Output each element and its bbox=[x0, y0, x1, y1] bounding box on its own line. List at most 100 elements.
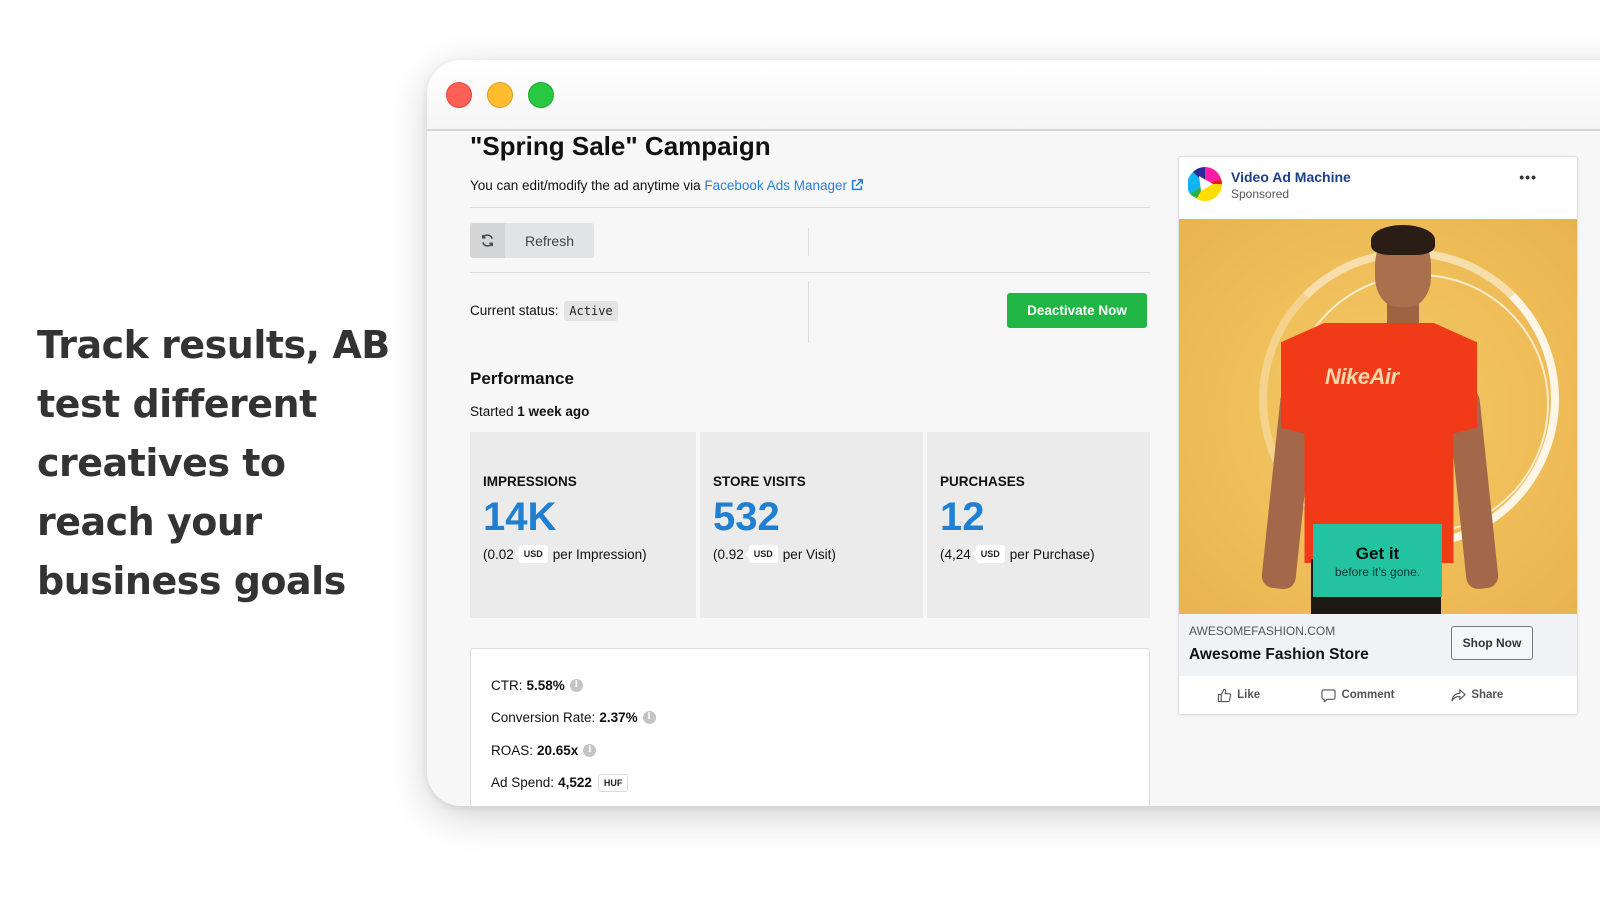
kpi-value: 14K bbox=[483, 495, 557, 539]
kpi-card-purchases: PURCHASES 12 (4,24 USD per Purchase) bbox=[927, 432, 1150, 618]
headline-line: creatives to bbox=[37, 441, 286, 485]
kpi-cost-unit: per Impression) bbox=[552, 546, 647, 562]
kpi-cost-unit: per Purchase) bbox=[1009, 546, 1095, 562]
metric-value: 4,522 bbox=[558, 775, 592, 791]
ad-header: Video Ad Machine Sponsored ••• bbox=[1179, 157, 1577, 219]
shop-now-button[interactable]: Shop Now bbox=[1451, 626, 1533, 660]
shirt-logo-text: NikeAir bbox=[1325, 364, 1399, 389]
currency-tag: HUF bbox=[597, 773, 629, 792]
currency-tag: USD bbox=[971, 545, 1005, 563]
started-value: 1 week ago bbox=[517, 404, 590, 419]
status-badge: Active bbox=[564, 301, 618, 321]
kpi-label: STORE VISITS bbox=[713, 474, 806, 489]
kpi-cards: IMPRESSIONS 14K (0.02 USD per Impression… bbox=[470, 432, 1150, 618]
refresh-button[interactable]: Refresh bbox=[470, 223, 594, 258]
marketing-headline: Track results, AB test different creativ… bbox=[37, 316, 407, 611]
kpi-cost: (0.02 USD per Impression) bbox=[483, 545, 683, 563]
maximize-window-button[interactable] bbox=[528, 82, 554, 108]
model-hair bbox=[1371, 225, 1435, 255]
currency-tag: USD bbox=[514, 545, 548, 563]
metric-value: 20.65x bbox=[537, 742, 579, 758]
headline-line: test different bbox=[37, 382, 317, 426]
facebook-ad-preview: Video Ad Machine Sponsored ••• NikeAir G… bbox=[1178, 156, 1578, 715]
thumbs-up-icon bbox=[1218, 688, 1232, 702]
kpi-value: 12 bbox=[940, 495, 985, 539]
share-label: Share bbox=[1471, 689, 1504, 701]
metric-ctr: CTR: 5.58% i bbox=[491, 669, 1129, 702]
metric-label: CTR: bbox=[491, 677, 523, 693]
kpi-card-store-visits: STORE VISITS 532 (0.92 USD per Visit) bbox=[700, 432, 923, 618]
kpi-label: IMPRESSIONS bbox=[483, 474, 577, 489]
cta-subtitle: before it’s gone. bbox=[1334, 565, 1421, 579]
refresh-label: Refresh bbox=[524, 232, 575, 249]
more-options-icon[interactable]: ••• bbox=[1519, 169, 1537, 185]
ad-page-name[interactable]: Video Ad Machine bbox=[1231, 169, 1351, 185]
kpi-cost-unit: per Visit) bbox=[782, 546, 836, 562]
started-line: Started 1 week ago bbox=[470, 404, 1150, 419]
kpi-cost-value: (0.92 bbox=[713, 546, 744, 562]
minimize-window-button[interactable] bbox=[487, 82, 513, 108]
divider bbox=[808, 228, 809, 256]
campaign-panel: "Spring Sale" Campaign You can edit/modi… bbox=[470, 131, 1150, 806]
ad-actions-bar: Like Comment Share bbox=[1179, 676, 1577, 714]
kpi-cost: (0.92 USD per Visit) bbox=[713, 545, 910, 563]
comment-icon bbox=[1321, 688, 1337, 703]
ad-store-name: Awesome Fashion Store bbox=[1189, 646, 1369, 663]
sponsored-label: Sponsored bbox=[1231, 187, 1290, 201]
ad-link-footer: AWESOMEFASHION.COM Awesome Fashion Store… bbox=[1179, 614, 1577, 676]
info-icon[interactable]: i bbox=[642, 711, 656, 725]
close-window-button[interactable] bbox=[446, 82, 472, 108]
edit-hint: You can edit/modify the ad anytime via F… bbox=[470, 178, 1150, 193]
divider bbox=[470, 272, 1150, 273]
kpi-cost-value: (4,24 bbox=[940, 546, 971, 562]
brand-logo-icon bbox=[1188, 167, 1222, 201]
share-button[interactable]: Share bbox=[1418, 688, 1537, 703]
creative-cta-overlay: Get it before it’s gone. bbox=[1313, 524, 1442, 597]
metrics-panel: CTR: 5.58% i Conversion Rate: 2.37% i RO… bbox=[470, 648, 1150, 806]
metric-roas: ROAS: 20.65x i bbox=[491, 734, 1129, 767]
metric-conversion-rate: Conversion Rate: 2.37% i bbox=[491, 702, 1129, 735]
edit-hint-text: You can edit/modify the ad anytime via bbox=[470, 178, 705, 193]
comment-label: Comment bbox=[1341, 689, 1395, 701]
kpi-value: 532 bbox=[713, 495, 780, 539]
divider bbox=[470, 207, 1150, 208]
refresh-icon bbox=[470, 223, 505, 258]
ad-creative-image[interactable]: NikeAir Get it before it’s gone. bbox=[1179, 219, 1577, 614]
model-shirt bbox=[1281, 323, 1477, 563]
headline-line: business goals bbox=[37, 559, 346, 603]
external-link-icon bbox=[851, 178, 864, 191]
metric-label: Conversion Rate: bbox=[491, 710, 596, 726]
ads-manager-link-label: Facebook Ads Manager bbox=[704, 178, 847, 193]
metric-label: ROAS: bbox=[491, 742, 534, 758]
app-window: "Spring Sale" Campaign You can edit/modi… bbox=[427, 60, 1600, 806]
metric-label: Ad Spend: bbox=[491, 775, 555, 791]
ad-domain: AWESOMEFASHION.COM bbox=[1189, 624, 1336, 638]
cta-title: Get it bbox=[1355, 544, 1400, 563]
like-button[interactable]: Like bbox=[1179, 688, 1298, 703]
ads-manager-link[interactable]: Facebook Ads Manager bbox=[704, 178, 864, 193]
status-row: Current status: Active Deactivate Now bbox=[470, 273, 1150, 345]
refresh-row: Refresh bbox=[470, 208, 1150, 272]
page-title: "Spring Sale" Campaign bbox=[470, 131, 771, 161]
metric-ad-spend: Ad Spend: 4,522 HUF bbox=[491, 767, 1129, 800]
headline-line: Track results, AB bbox=[37, 323, 390, 367]
window-titlebar bbox=[427, 60, 1600, 131]
kpi-cost-value: (0.02 bbox=[483, 546, 514, 562]
like-label: Like bbox=[1237, 689, 1261, 701]
comment-button[interactable]: Comment bbox=[1298, 688, 1417, 703]
divider bbox=[808, 281, 809, 343]
status-line: Current status: Active bbox=[470, 301, 618, 321]
performance-title: Performance bbox=[470, 369, 574, 388]
status-label: Current status: bbox=[470, 303, 559, 318]
started-prefix: Started bbox=[470, 404, 514, 419]
kpi-card-impressions: IMPRESSIONS 14K (0.02 USD per Impression… bbox=[470, 432, 696, 618]
info-icon[interactable]: i bbox=[569, 678, 583, 692]
currency-tag: USD bbox=[744, 545, 778, 563]
share-icon bbox=[1451, 688, 1467, 701]
metric-value: 2.37% bbox=[599, 710, 638, 726]
kpi-cost: (4,24 USD per Purchase) bbox=[940, 545, 1137, 563]
headline-line: reach your bbox=[37, 500, 262, 544]
deactivate-now-button[interactable]: Deactivate Now bbox=[1007, 293, 1147, 328]
info-icon[interactable]: i bbox=[583, 743, 597, 757]
metric-value: 5.58% bbox=[526, 677, 565, 693]
